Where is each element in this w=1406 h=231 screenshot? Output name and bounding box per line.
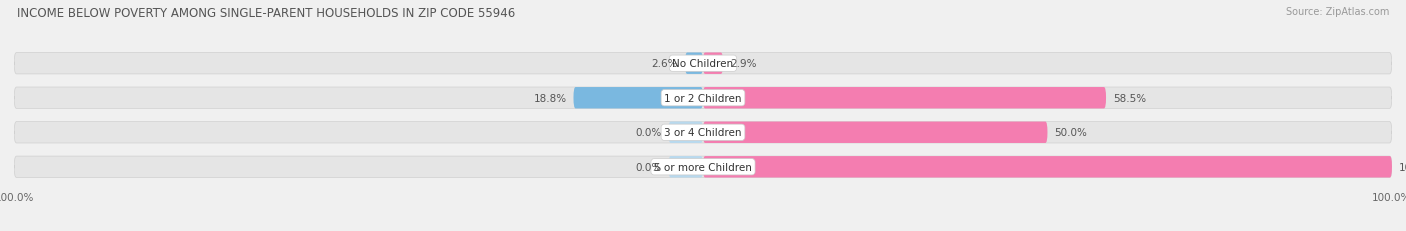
FancyBboxPatch shape (14, 122, 1392, 143)
FancyBboxPatch shape (703, 156, 1392, 178)
FancyBboxPatch shape (703, 53, 723, 75)
Text: INCOME BELOW POVERTY AMONG SINGLE-PARENT HOUSEHOLDS IN ZIP CODE 55946: INCOME BELOW POVERTY AMONG SINGLE-PARENT… (17, 7, 515, 20)
FancyBboxPatch shape (703, 88, 1107, 109)
Text: No Children: No Children (672, 59, 734, 69)
FancyBboxPatch shape (14, 156, 1392, 178)
Text: 0.0%: 0.0% (636, 162, 662, 172)
FancyBboxPatch shape (574, 88, 703, 109)
Text: 0.0%: 0.0% (636, 128, 662, 138)
FancyBboxPatch shape (669, 122, 703, 143)
Text: 18.8%: 18.8% (533, 93, 567, 103)
Text: 1 or 2 Children: 1 or 2 Children (664, 93, 742, 103)
Text: 58.5%: 58.5% (1114, 93, 1146, 103)
Text: 2.6%: 2.6% (652, 59, 678, 69)
FancyBboxPatch shape (669, 156, 703, 178)
Text: 2.9%: 2.9% (730, 59, 756, 69)
FancyBboxPatch shape (703, 122, 1047, 143)
Text: 50.0%: 50.0% (1054, 128, 1087, 138)
Text: Source: ZipAtlas.com: Source: ZipAtlas.com (1285, 7, 1389, 17)
FancyBboxPatch shape (685, 53, 703, 75)
Text: 5 or more Children: 5 or more Children (654, 162, 752, 172)
Text: 3 or 4 Children: 3 or 4 Children (664, 128, 742, 138)
FancyBboxPatch shape (14, 88, 1392, 109)
FancyBboxPatch shape (14, 53, 1392, 75)
Text: 100.0%: 100.0% (1399, 162, 1406, 172)
